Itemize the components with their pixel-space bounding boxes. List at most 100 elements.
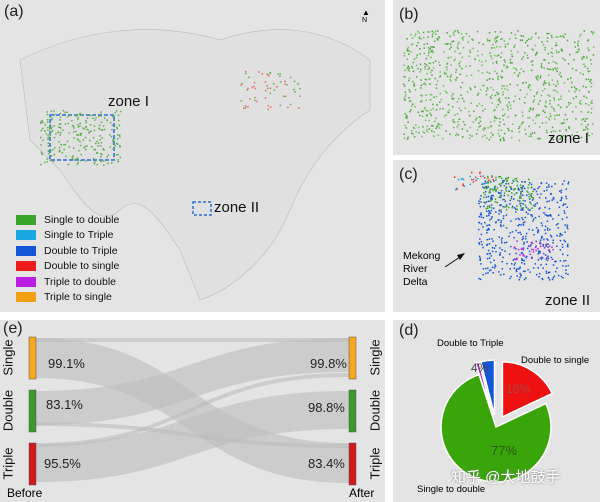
panel-label-d: (d): [399, 322, 419, 339]
map-pixel: [483, 196, 485, 199]
map-pixel: [515, 252, 517, 255]
map-pixel: [466, 130, 469, 132]
map-pixel: [508, 190, 511, 192]
map-pixel: [507, 190, 510, 192]
map-pixel: [443, 73, 446, 75]
node-label-left-triple: Triple: [0, 447, 16, 480]
map-pixel: [503, 180, 506, 182]
map-pixel: [244, 105, 247, 107]
map-pixel: [493, 207, 495, 210]
map-pixel: [459, 65, 461, 68]
map-pixel: [267, 108, 270, 111]
map-pixel: [485, 272, 487, 275]
map-pixel: [425, 109, 428, 112]
pie-value-77: 77%: [491, 443, 518, 458]
map-pixel: [499, 274, 502, 276]
map-pixel: [269, 72, 271, 75]
map-pixel: [449, 133, 451, 136]
map-pixel: [485, 187, 488, 190]
map-pixel: [53, 110, 55, 112]
map-pixel: [103, 149, 105, 151]
map-pixel: [494, 37, 497, 39]
map-pixel: [438, 36, 440, 38]
map-pixel: [480, 216, 483, 218]
map-pixel: [545, 272, 548, 274]
map-pixel: [545, 82, 547, 85]
map-pixel: [114, 111, 117, 114]
map-pixel: [573, 86, 576, 88]
map-pixel: [404, 69, 406, 72]
map-pixel: [495, 251, 497, 253]
map-pixel: [79, 125, 81, 127]
map-pixel: [490, 136, 492, 138]
map-pixel: [486, 257, 489, 260]
map-pixel: [513, 188, 516, 190]
map-pixel: [484, 186, 486, 188]
map-pixel: [519, 205, 522, 207]
map-pixel: [476, 105, 478, 107]
map-pixel: [533, 132, 536, 134]
map-pixel: [101, 153, 103, 156]
map-pixel: [539, 242, 541, 245]
map-pixel: [458, 118, 461, 121]
map-pixel: [555, 42, 557, 44]
map-pixel: [551, 79, 553, 81]
map-pixel: [494, 200, 497, 203]
map-pixel: [558, 51, 560, 53]
map-pixel: [498, 176, 500, 178]
map-pixel: [502, 180, 504, 182]
map-pixel: [541, 224, 544, 227]
map-pixel: [117, 153, 119, 156]
map-pixel: [423, 47, 425, 49]
map-pixel: [578, 49, 580, 51]
map-pixel: [585, 126, 588, 129]
map-pixel: [522, 121, 524, 123]
legend-item: Double to Triple: [16, 243, 119, 259]
map-pixel: [73, 137, 75, 139]
map-pixel: [531, 214, 533, 217]
map-pixel: [437, 30, 439, 32]
map-pixel: [564, 203, 567, 206]
map-pixel: [490, 255, 493, 257]
pie-label-single-to-double: Single to double: [417, 484, 486, 495]
map-pixel: [550, 256, 553, 259]
map-pixel: [560, 122, 563, 125]
map-pixel: [479, 171, 481, 174]
map-pixel: [487, 175, 489, 178]
map-pixel: [528, 125, 530, 128]
map-pixel: [499, 247, 501, 249]
map-pixel: [267, 104, 269, 107]
map-pixel: [525, 256, 527, 259]
map-pixel: [587, 78, 590, 81]
map-pixel: [79, 122, 81, 125]
map-pixel: [527, 86, 530, 89]
map-pixel: [543, 247, 546, 249]
map-pixel: [524, 52, 526, 54]
map-pixel: [513, 72, 516, 74]
map-pixel: [450, 80, 452, 82]
map-pixel: [483, 177, 486, 179]
map-pixel: [486, 87, 489, 89]
map-pixel: [546, 200, 548, 203]
map-pixel: [497, 54, 500, 56]
map-pixel: [117, 159, 119, 161]
map-pixel: [549, 234, 552, 237]
map-pixel: [40, 121, 42, 123]
map-pixel: [517, 188, 520, 191]
map-pixel: [488, 257, 491, 259]
map-pixel: [478, 228, 480, 231]
map-pixel: [511, 55, 514, 58]
map-pixel: [100, 142, 103, 144]
map-pixel: [474, 176, 477, 179]
map-pixel: [468, 114, 471, 117]
map-pixel: [241, 82, 243, 85]
map-pixel: [493, 39, 496, 41]
map-pixel: [519, 186, 522, 189]
map-pixel: [582, 118, 585, 120]
map-pixel: [244, 70, 247, 73]
map-pixel: [509, 61, 512, 63]
map-pixel: [552, 108, 555, 110]
map-pixel: [299, 95, 301, 97]
map-pixel: [585, 86, 587, 89]
map-pixel: [481, 72, 484, 74]
